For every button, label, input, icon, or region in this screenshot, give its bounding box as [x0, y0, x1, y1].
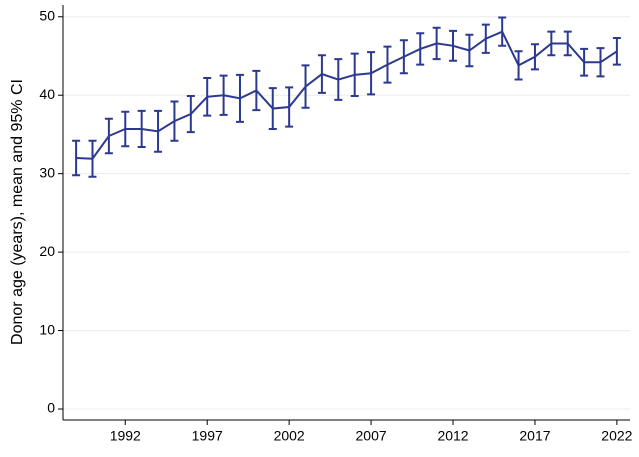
- x-tick-label: 2007: [356, 428, 387, 444]
- y-tick-label: 40: [39, 86, 55, 102]
- line: [76, 30, 618, 160]
- x-tick-label: 2012: [437, 428, 468, 444]
- y-tick-label: 20: [39, 243, 55, 259]
- x-tick-label: 2002: [274, 428, 305, 444]
- x-tick-label: 1997: [192, 428, 223, 444]
- y-tick-label: 30: [39, 164, 55, 180]
- y-tick-label: 10: [39, 321, 55, 337]
- x-tick-label: 2017: [519, 428, 550, 444]
- error-bar: [72, 139, 81, 177]
- y-tick-label: 50: [39, 7, 55, 23]
- y-axis-label: Donor age (years), mean and 95% CI: [9, 79, 26, 345]
- y-tick-label: 0: [47, 400, 55, 416]
- x-tick-label: 1992: [110, 428, 141, 444]
- x-tick-label: 2022: [601, 428, 632, 444]
